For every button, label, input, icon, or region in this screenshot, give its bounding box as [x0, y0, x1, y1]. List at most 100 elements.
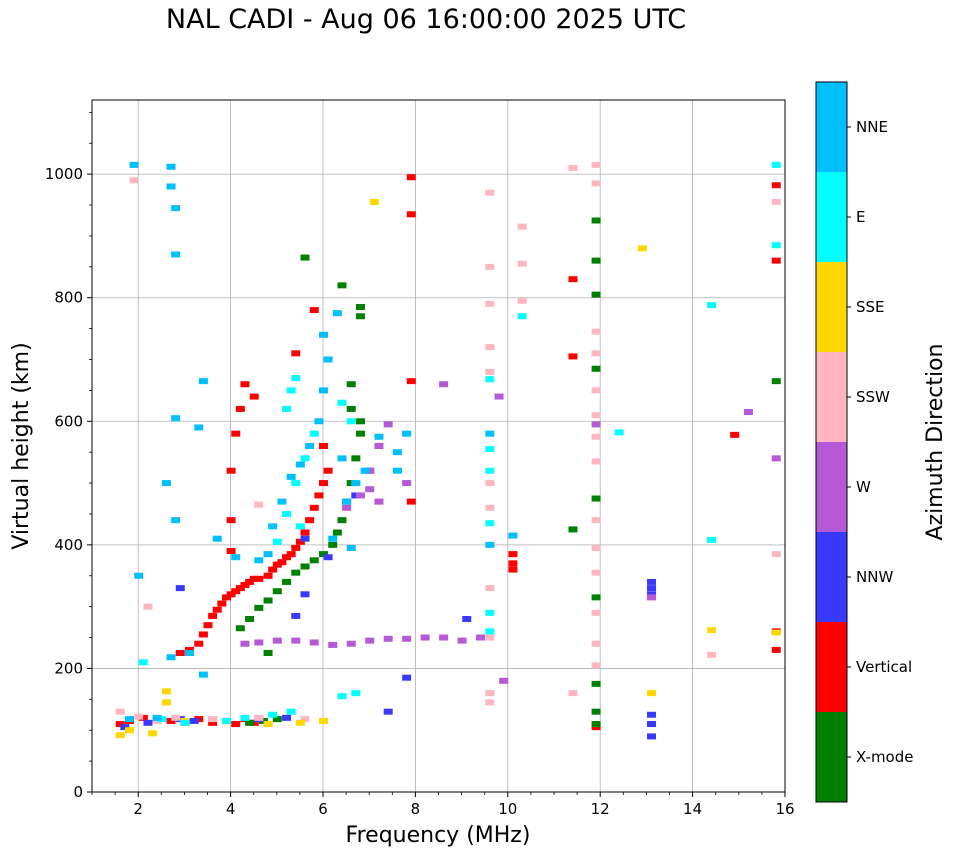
colorbar-label-x-mode: X-mode [856, 748, 913, 766]
data-point-sse [263, 721, 273, 728]
data-point-w [291, 637, 301, 644]
data-point-nne [508, 532, 518, 539]
data-point-x-mode [337, 517, 347, 524]
x-tick-label: 14 [683, 800, 702, 818]
data-point-vertical [221, 594, 231, 601]
data-point-nne [194, 424, 204, 431]
data-point-vertical [226, 517, 236, 524]
data-point-w [328, 641, 338, 648]
data-point-ssw [591, 180, 601, 187]
data-point-vertical [240, 381, 250, 388]
data-point-ssw [591, 458, 601, 465]
data-point-vertical [309, 504, 319, 511]
x-axis-label: Frequency (MHz) [346, 823, 531, 848]
data-point-nnw [189, 717, 199, 724]
data-point-x-mode [591, 495, 601, 502]
axis-ticks: 2 4 6 8 10 12 14 16 0 200 400 600 800 1000 [45, 111, 795, 818]
colorbar-segment-nnw [816, 532, 847, 622]
data-point-w [365, 467, 375, 474]
data-point-e [221, 717, 231, 724]
data-point-vertical [235, 405, 245, 412]
data-point-ssw [591, 609, 601, 616]
data-point-vertical [591, 724, 601, 731]
data-point-nne [402, 430, 412, 437]
data-point-nne [392, 449, 402, 456]
data-point-vertical [291, 350, 301, 357]
data-point-nne [171, 517, 181, 524]
data-point-ssw [517, 260, 527, 267]
data-point-ssw [129, 177, 139, 184]
data-point-w [476, 634, 486, 641]
data-point-ssw [171, 714, 181, 721]
data-point-w [383, 635, 393, 642]
data-point-vertical [309, 307, 319, 314]
data-point-vertical [208, 612, 218, 619]
data-point-vertical [282, 554, 292, 561]
data-point-nne [166, 163, 176, 170]
data-point-e [157, 716, 167, 723]
data-point-sse [161, 688, 171, 695]
x-tick-label: 4 [226, 800, 236, 818]
data-point-w [355, 492, 365, 499]
data-point-ssw [254, 501, 264, 508]
data-point-vertical [231, 430, 241, 437]
data-point-w [254, 639, 264, 646]
data-point-vertical [323, 467, 333, 474]
y-tick-label: 800 [54, 289, 83, 307]
data-point-ssw [591, 412, 601, 419]
data-point-x-mode [254, 604, 264, 611]
data-point-nnw [647, 591, 657, 598]
data-point-nnw [647, 733, 657, 740]
data-point-nne [254, 557, 264, 564]
data-point-ssw [591, 328, 601, 335]
y-tick-label: 200 [54, 659, 83, 677]
data-point-e [485, 628, 495, 635]
data-point-ssw [517, 297, 527, 304]
data-point-x-mode [591, 680, 601, 687]
data-point-e [272, 538, 282, 545]
data-point-sse [369, 198, 379, 205]
data-point-nnw [300, 591, 310, 598]
data-point-vertical [194, 640, 204, 647]
data-point-x-mode [282, 578, 292, 585]
data-point-w [374, 443, 384, 449]
data-point-nnw [282, 714, 292, 721]
data-point-w [383, 421, 393, 428]
data-point-e [485, 520, 495, 527]
data-point-e [485, 376, 495, 383]
data-point-ssw [591, 161, 601, 168]
data-point-ssw [771, 551, 781, 558]
data-point-vertical [115, 721, 125, 728]
data-point-x-mode [355, 303, 365, 310]
data-point-x-mode [258, 717, 268, 724]
data-point-nnw [300, 535, 310, 542]
data-point-x-mode [591, 721, 601, 728]
data-point-nne [305, 443, 315, 449]
data-point-nnw [351, 492, 361, 499]
data-point-x-mode [263, 649, 273, 656]
data-point-nne [277, 498, 287, 505]
data-point-x-mode [355, 418, 365, 425]
data-point-nne [323, 356, 333, 363]
data-point-nne [485, 541, 495, 548]
data-point-e [346, 418, 356, 425]
data-point-ssw [134, 713, 144, 720]
data-point-nne [268, 523, 278, 530]
data-point-ssw [517, 223, 527, 230]
data-point-e [291, 375, 301, 382]
data-point-vertical [771, 182, 781, 189]
data-point-nne [124, 716, 134, 723]
data-point-x-mode [591, 257, 601, 264]
data-point-ssw [591, 387, 601, 394]
data-point-e [614, 429, 624, 436]
y-tick-label: 600 [54, 412, 83, 430]
x-tick-label: 2 [133, 800, 143, 818]
data-point-vertical [568, 353, 578, 360]
colorbar-label-e: E [856, 208, 865, 226]
data-point-vertical [245, 578, 255, 585]
data-point-vertical [277, 559, 287, 566]
data-point-ssw [115, 708, 125, 715]
data-point-nne [319, 331, 328, 338]
data-point-nne [485, 430, 495, 437]
